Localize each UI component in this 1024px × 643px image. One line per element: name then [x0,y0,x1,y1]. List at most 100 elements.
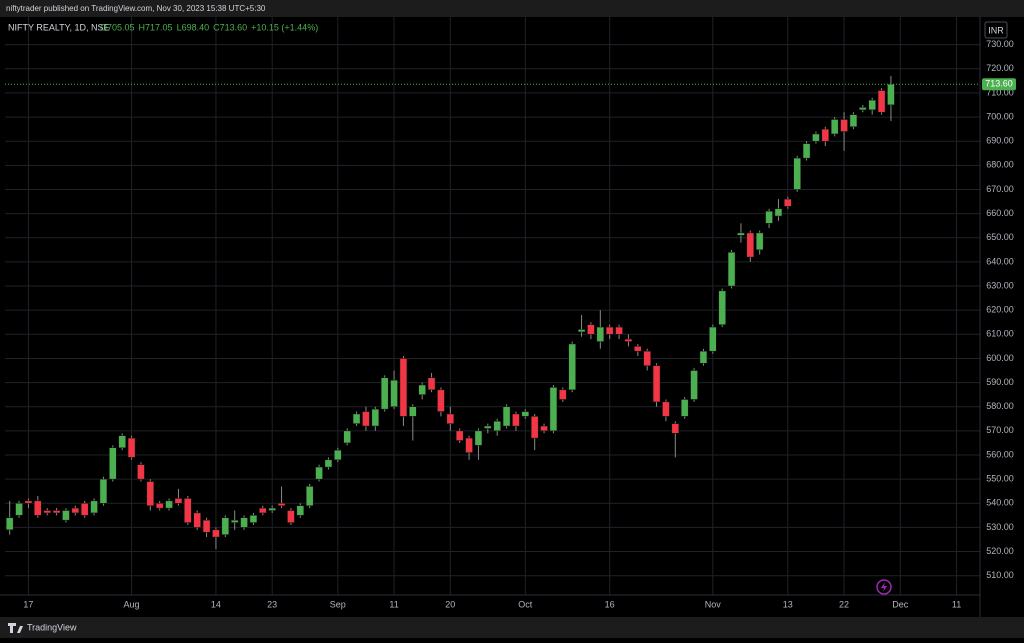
candle-body [887,83,895,106]
candle-body [718,290,726,325]
candle-body [334,449,342,461]
y-tick-label: 510.00 [986,570,1014,580]
y-tick-label: 570.00 [986,425,1014,435]
candle-body [577,329,586,333]
candle-body [643,350,651,366]
ohlc-value: L698.40 [177,22,210,32]
candle-body [512,413,520,427]
ohlc-value: H717.05 [139,22,173,32]
candle-body [549,387,558,432]
candle-body [521,411,530,417]
candle-body [455,430,464,441]
candle-body [193,512,201,528]
candle-body [5,517,14,531]
candle-body [15,503,23,516]
candle-body [709,326,717,352]
candle-body [127,437,136,458]
candle-body [540,425,548,432]
y-tick-label: 530.00 [986,522,1014,532]
logo [8,623,23,633]
candle-body [727,251,736,287]
candle-body [559,389,567,400]
candle-body [212,529,220,538]
candle-body [821,128,830,142]
x-tick-label: 20 [445,599,455,609]
candle-body [812,133,820,142]
candle-body [80,503,89,516]
candle-body [62,510,70,521]
y-tick-label: 650.00 [986,232,1014,242]
y-tick-label: 640.00 [986,256,1014,266]
last-price-box [982,78,1016,91]
x-tick-label: Nov [705,599,722,609]
candle-body [352,413,361,424]
y-tick-label: 560.00 [986,449,1014,459]
candle-body [849,114,858,127]
candle-body [362,411,370,427]
y-tick-label: 690.00 [986,136,1014,146]
candle-body [249,515,258,523]
ohlc-value: O705.05 [100,22,135,32]
candle-body [202,519,211,533]
candle-body [793,157,801,190]
symbol: NIFTY REALTY, 1D, NSE [8,22,110,32]
candle-body [399,358,408,417]
candle-body [652,365,661,403]
candle-body [43,510,51,514]
candle-body [840,119,848,132]
candle-body [343,430,351,444]
candle-body [99,478,108,504]
y-tick-label: 700.00 [986,111,1014,121]
y-tick-label: 710.00 [986,87,1014,97]
x-tick-label: Dec [892,599,909,609]
candle-body [296,505,305,516]
x-tick-label: 16 [605,599,615,609]
ohlc-legend: O705.05 H717.05 L698.40 C713.60 +10.15 (+1.4… [100,22,318,32]
candle-body [830,119,839,135]
candle-body [24,500,33,504]
candle-body [484,425,492,429]
x-tick-label: 11 [389,599,398,609]
candle-body [596,326,605,342]
x-tick-label: 23 [267,599,277,609]
brand: TradingView [27,622,77,632]
candle-body [690,370,698,400]
candle-body [146,481,155,506]
y-tick-label: 540.00 [986,498,1014,508]
top-bar [0,0,1024,17]
candle-body [755,232,764,251]
candle-body [502,406,511,427]
x-tick-label: Oct [518,599,533,609]
x-tick-label: 22 [839,599,849,609]
candle-body [371,408,380,427]
candle-body [427,377,436,391]
y-tick-label: 520.00 [986,546,1014,556]
candle-body [90,500,98,514]
candle-body [615,326,623,335]
y-tick-label: 580.00 [986,401,1014,411]
event-icon[interactable] [876,579,892,595]
x-tick-label: 13 [783,599,793,609]
candle-body [877,90,886,113]
candle-body [52,510,61,514]
currency: INR [988,25,1004,35]
candle-body [802,143,811,159]
candle-body [634,346,642,352]
plot-layer [5,17,980,595]
candle-body [784,198,792,207]
candle-body [315,466,323,480]
change: +10.15 (+1.44%) [251,22,318,32]
candle-body [71,507,80,514]
currency-box[interactable] [984,21,1008,39]
candle-body [268,507,276,511]
candle-body [109,447,117,480]
last-price-label: 713.60 [985,79,1013,89]
candle-body [137,464,145,480]
y-tick-label: 610.00 [986,329,1014,339]
candle-body [530,416,539,439]
candle-body [418,384,426,395]
candle-body [765,210,773,224]
candle-body [380,377,389,410]
